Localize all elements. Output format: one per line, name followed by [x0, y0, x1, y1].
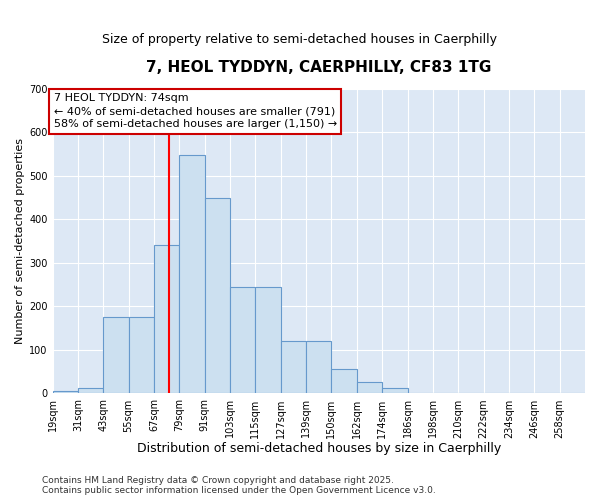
Text: Size of property relative to semi-detached houses in Caerphilly: Size of property relative to semi-detach… [103, 32, 497, 46]
Bar [103, 318, 128, 394]
Bar [331, 368, 357, 394]
Bar [382, 388, 407, 394]
Title: 7, HEOL TYDDYN, CAERPHILLY, CF83 1TG: 7, HEOL TYDDYN, CAERPHILLY, CF83 1TG [146, 60, 491, 75]
Bar [256, 287, 281, 394]
X-axis label: Distribution of semi-detached houses by size in Caerphilly: Distribution of semi-detached houses by … [137, 442, 501, 455]
Y-axis label: Number of semi-detached properties: Number of semi-detached properties [15, 138, 25, 344]
Bar [230, 287, 256, 394]
Bar [306, 341, 331, 394]
Bar [53, 392, 78, 394]
Text: Contains HM Land Registry data © Crown copyright and database right 2025.
Contai: Contains HM Land Registry data © Crown c… [42, 476, 436, 495]
Bar [205, 198, 230, 394]
Bar [357, 382, 382, 394]
Bar [154, 246, 179, 394]
Text: 7 HEOL TYDDYN: 74sqm
← 40% of semi-detached houses are smaller (791)
58% of semi: 7 HEOL TYDDYN: 74sqm ← 40% of semi-detac… [54, 93, 337, 130]
Bar [281, 341, 306, 394]
Bar [128, 318, 154, 394]
Bar [78, 388, 103, 394]
Bar [179, 156, 205, 394]
